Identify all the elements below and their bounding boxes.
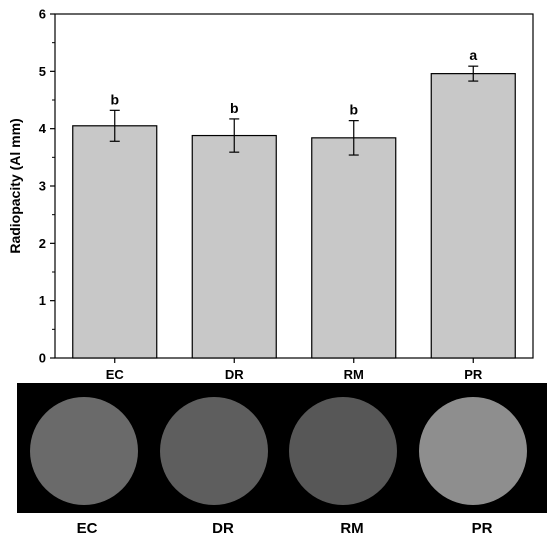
bar xyxy=(72,125,158,359)
y-tick-label: 3 xyxy=(39,179,46,194)
y-tick-label: 1 xyxy=(39,293,46,308)
significance-label: b xyxy=(230,100,239,116)
x-tick-label: EC xyxy=(106,367,125,380)
y-axis-title: Radiopacity (Al mm) xyxy=(7,118,23,253)
disc-ec xyxy=(30,397,138,505)
significance-label: a xyxy=(469,47,477,63)
bar-series: b b b a xyxy=(72,47,516,359)
y-tick-label: 0 xyxy=(39,351,46,366)
x-tick-label: RM xyxy=(344,367,364,380)
x-tick-label: DR xyxy=(225,367,244,380)
disc-pr xyxy=(419,397,527,505)
y-tick-label: 4 xyxy=(39,121,47,136)
y-tick-label: 5 xyxy=(39,64,46,79)
significance-label: b xyxy=(110,91,119,107)
x-tick-label: PR xyxy=(464,367,483,380)
radiograph-image xyxy=(17,383,547,513)
disc-label-rm: RM xyxy=(340,520,364,537)
significance-label: b xyxy=(349,102,358,118)
bar xyxy=(430,73,516,359)
disc-label-pr: PR xyxy=(471,520,493,537)
bar xyxy=(191,134,277,359)
y-axis: 0 1 2 3 4 5 6 xyxy=(39,7,55,366)
x-axis: EC DR RM PR xyxy=(106,358,483,380)
y-tick-label: 2 xyxy=(39,236,46,251)
bar xyxy=(311,137,397,359)
disc-label-ec: EC xyxy=(76,520,98,537)
disc-dr xyxy=(160,397,268,505)
disc-label-dr: DR xyxy=(212,520,234,537)
y-tick-label: 6 xyxy=(39,7,46,22)
disc-rm xyxy=(289,397,397,505)
bar-chart: 0 1 2 3 4 5 6 EC DR RM PR b b b a Radiopacity (Al mm… xyxy=(7,7,534,380)
